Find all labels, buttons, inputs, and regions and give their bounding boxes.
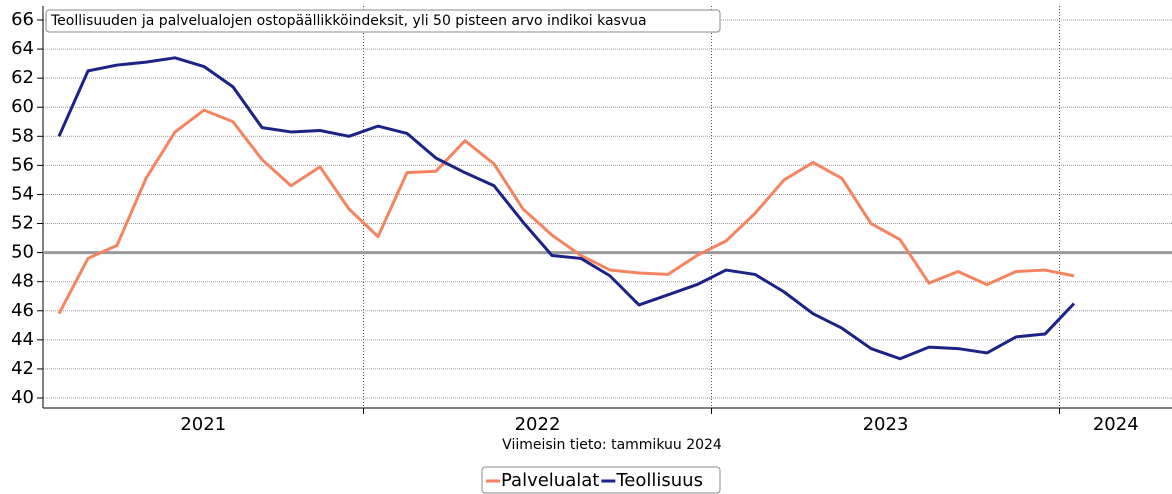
series-line (57, 56, 1076, 361)
legend-label: Palvelualat (501, 470, 599, 491)
y-tick-label: 42 (11, 358, 34, 379)
series-line (57, 108, 1075, 315)
x-tick-label: 2023 (863, 414, 909, 435)
x-tick-label: 2022 (515, 414, 561, 435)
y-tick-label: 46 (11, 300, 34, 321)
y-tick-label: 56 (11, 154, 34, 175)
y-tick-label: 64 (11, 38, 34, 59)
legend-box (481, 466, 721, 494)
y-tick-label: 50 (11, 242, 34, 263)
legend-label: Teollisuus (615, 470, 703, 491)
grid (37, 6, 1172, 414)
y-tick-label: 40 (11, 387, 34, 408)
y-tick-label: 52 (11, 213, 34, 234)
y-tick-label: 62 (11, 67, 34, 88)
title-box (45, 9, 721, 33)
chart-title: Teollisuuden ja palvelualojen ostopäälli… (50, 13, 647, 29)
legend: Palvelualat Teollisuus (481, 466, 721, 494)
y-tick-label: 60 (11, 96, 34, 117)
y-tick-label: 54 (11, 183, 34, 204)
lines (57, 56, 1076, 361)
y-tick-label: 48 (11, 271, 34, 292)
y-tick-label: 58 (11, 125, 34, 146)
x-tick-label: 2024 (1093, 414, 1139, 435)
y-tick-label: 44 (11, 329, 34, 350)
y-tick-label: 66 (11, 9, 34, 30)
x-tick-label: 2021 (180, 414, 226, 435)
subtitle: Viimeisin tieto: tammikuu 2024 (502, 437, 722, 453)
